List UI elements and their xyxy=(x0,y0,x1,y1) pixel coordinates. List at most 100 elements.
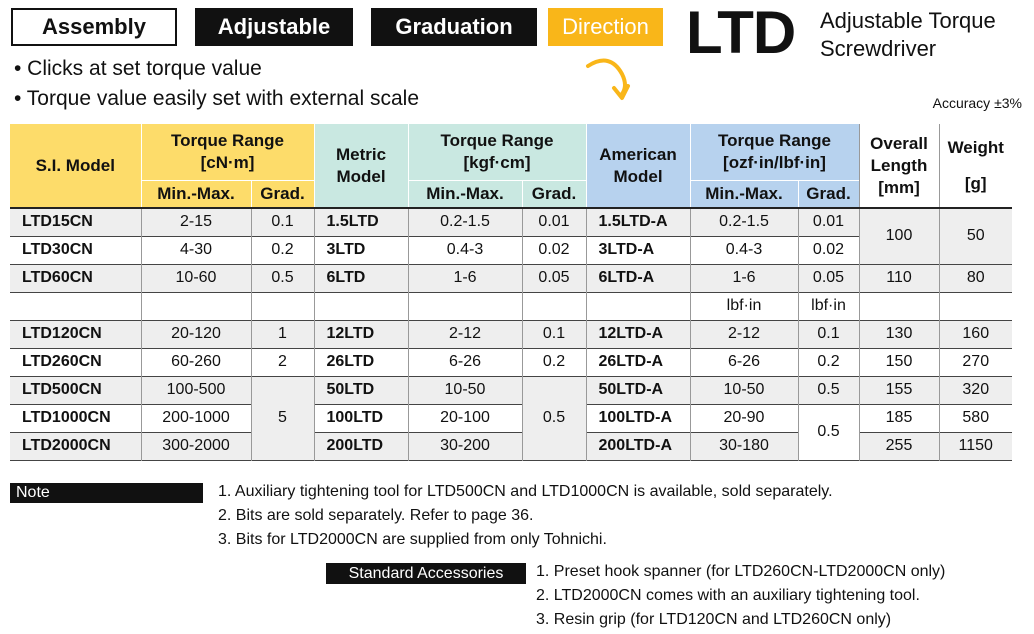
metric-range-cell: 6-26 xyxy=(407,348,522,376)
american-model-cell: 12LTD-A xyxy=(585,320,690,348)
american-unit-cell: lbf·in xyxy=(689,292,798,320)
length-cell: 255 xyxy=(858,432,939,460)
american-range-cell: 2-12 xyxy=(689,320,798,348)
american-grad-cell: 0.5 xyxy=(797,376,859,404)
adjustable-tag: Adjustable xyxy=(195,8,353,46)
empty-cell xyxy=(10,292,141,320)
si-range-cell: 2-15 xyxy=(140,208,251,236)
si-model-cell: LTD60CN xyxy=(22,269,93,286)
header-metric-range: Torque Range [kgf·cm] xyxy=(407,124,586,180)
empty-cell xyxy=(938,292,1012,320)
table-row: LTD30CN 4-30 0.2 3LTD 0.4-3 0.02 3LTD-A 0.4-3 0.… xyxy=(10,236,1012,264)
metric-model-cell: 200LTD xyxy=(313,432,408,460)
unit-row: lbf·in lbf·in xyxy=(10,292,1012,320)
si-model-cell: LTD30CN xyxy=(22,241,93,258)
header-si-model: S.I. Model xyxy=(10,124,141,209)
metric-model-cell: 3LTD xyxy=(313,236,408,264)
table-row: LTD2000CN 300-2000 200LTD 30-200 200LTD-A 30-… xyxy=(10,432,1012,460)
si-range-cell: 60-260 xyxy=(140,348,251,376)
american-model-cell: 6LTD-A xyxy=(585,264,690,292)
metric-range-cell: 30-200 xyxy=(407,432,522,460)
american-model-cell: 3LTD-A xyxy=(585,236,690,264)
weight-cell: 320 xyxy=(938,376,1012,404)
header-length: Overall Length [mm] xyxy=(858,124,939,209)
metric-model-cell: 6LTD xyxy=(313,264,408,292)
metric-range-cell: 0.2-1.5 xyxy=(407,208,522,236)
table-row: LTD260CN 60-260 2 26LTD 6-26 0.2 26LTD-A 6-26 0.… xyxy=(10,348,1012,376)
table-row: LTD500CN 100-500 5 50LTD 10-50 0.5 50LTD-A 10-5… xyxy=(10,376,1012,460)
table-row: LTD15CN 2-15 0.1 1.5LTD 0.2-1.5 0.01 1.5LTD-A 0… xyxy=(10,208,1012,264)
si-model-cell: LTD500CN xyxy=(22,381,102,398)
note-item-1: 1. Auxiliary tightening tool for LTD500C… xyxy=(218,483,833,500)
si-grad-cell: 2 xyxy=(250,348,314,376)
empty-cell xyxy=(407,292,522,320)
length-cell: 130 xyxy=(858,320,939,348)
empty-cell xyxy=(313,292,408,320)
empty-cell xyxy=(858,292,939,320)
si-range-cell: 300-2000 xyxy=(140,432,251,460)
metric-grad-cell: 0.1 xyxy=(521,320,586,348)
graduation-tag: Graduation xyxy=(371,8,537,46)
length-cell: 185 xyxy=(858,404,939,432)
american-model-cell: 26LTD-A xyxy=(585,348,690,376)
american-range-cell: 10-50 xyxy=(689,376,798,404)
si-model-cell: LTD15CN xyxy=(22,213,93,231)
american-grad-cell: 0.02 xyxy=(797,236,859,264)
american-grad-cell: 0.5 xyxy=(797,404,859,460)
si-model-cell: LTD260CN xyxy=(22,353,102,370)
table-row: LTD120CN 20-120 1 12LTD 2-12 0.1 12LTD-A 2-12 0.… xyxy=(10,320,1012,348)
american-model-cell: 200LTD-A xyxy=(585,432,690,460)
metric-range-cell: 1-6 xyxy=(407,264,522,292)
american-model-cell: 1.5LTD-A xyxy=(585,208,690,236)
si-grad-cell: 5 xyxy=(250,376,314,460)
header-american-model: American Model xyxy=(585,124,690,209)
si-model-cell: LTD2000CN xyxy=(22,437,111,454)
american-range-cell: 0.2-1.5 xyxy=(689,208,798,236)
feature-2: • Torque value easily set with external … xyxy=(14,87,420,110)
si-range-cell: 100-500 xyxy=(140,376,251,404)
metric-grad-cell: 0.05 xyxy=(521,264,586,292)
si-grad-cell: 1 xyxy=(250,320,314,348)
metric-range-cell: 20-100 xyxy=(407,404,522,432)
si-range-cell: 20-120 xyxy=(140,320,251,348)
accessories-label: Standard Accessories xyxy=(326,563,526,584)
header-si-minmax: Min.-Max. xyxy=(140,179,251,209)
feature-1: • Clicks at set torque value xyxy=(14,57,262,80)
empty-cell xyxy=(521,292,586,320)
metric-model-cell: 50LTD xyxy=(313,376,408,404)
header-metric-grad: Grad. xyxy=(521,179,586,209)
metric-model-cell: 1.5LTD xyxy=(313,208,408,236)
header-si-range: Torque Range [cN·m] xyxy=(140,124,314,180)
weight-cell: 270 xyxy=(938,348,1012,376)
metric-grad-cell: 0.02 xyxy=(521,236,586,264)
weight-cell: 50 xyxy=(938,208,1012,264)
si-range-cell: 4-30 xyxy=(140,236,251,264)
length-cell: 150 xyxy=(858,348,939,376)
accessory-item-2: 2. LTD2000CN comes with an auxiliary tig… xyxy=(536,587,920,604)
american-range-cell: 30-180 xyxy=(689,432,798,460)
american-range-cell: 20-90 xyxy=(689,404,798,432)
note-item-2: 2. Bits are sold separately. Refer to pa… xyxy=(218,507,534,524)
header-metric-model: Metric Model xyxy=(313,124,408,209)
american-grad-unit-cell: lbf·in xyxy=(797,292,859,320)
si-range-cell: 200-1000 xyxy=(140,404,251,432)
metric-grad-cell: 0.01 xyxy=(521,208,586,236)
empty-cell xyxy=(140,292,251,320)
weight-cell: 160 xyxy=(938,320,1012,348)
si-grad-cell: 0.5 xyxy=(250,264,314,292)
american-model-cell: 50LTD-A xyxy=(585,376,690,404)
table-row: LTD1000CN 200-1000 100LTD 20-100 100LTD-A 20-… xyxy=(10,404,1012,460)
metric-range-cell: 0.4-3 xyxy=(407,236,522,264)
header-metric-minmax: Min.-Max. xyxy=(407,179,522,209)
metric-range-cell: 2-12 xyxy=(407,320,522,348)
length-cell: 110 xyxy=(858,264,939,292)
accuracy-text: Accuracy ±3% xyxy=(932,95,1022,111)
note-label: Note xyxy=(10,483,203,503)
metric-grad-cell: 0.2 xyxy=(521,348,586,376)
header-weight: Weight [g] xyxy=(938,124,1012,209)
header-american-grad: Grad. xyxy=(797,179,859,209)
weight-cell: 580 xyxy=(938,404,1012,432)
american-grad-cell: 0.01 xyxy=(797,208,859,236)
american-grad-cell: 0.1 xyxy=(797,320,859,348)
spec-table: S.I. Model Torque Range [cN·m] Metric Mode… xyxy=(10,124,1012,461)
